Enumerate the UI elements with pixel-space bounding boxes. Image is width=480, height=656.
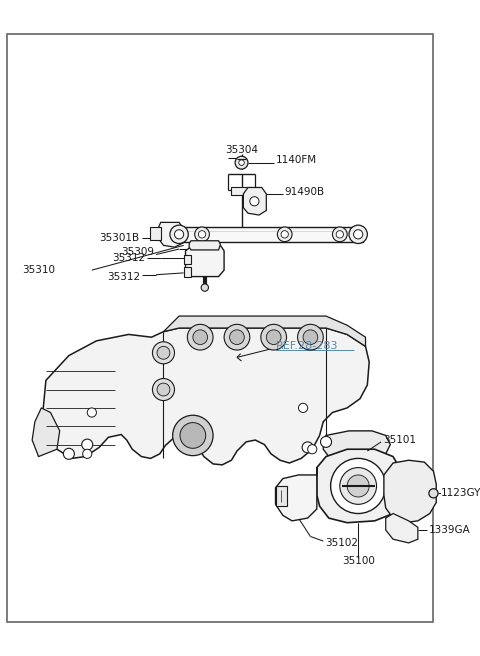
Circle shape [157,346,170,359]
Bar [170,227,363,241]
Circle shape [266,330,281,344]
Circle shape [250,197,259,206]
Circle shape [303,330,318,344]
Circle shape [153,342,175,364]
Circle shape [82,439,93,450]
Circle shape [187,324,213,350]
Circle shape [321,436,332,447]
Circle shape [261,324,287,350]
Circle shape [170,225,188,243]
Polygon shape [164,316,365,346]
Circle shape [224,324,250,350]
Circle shape [83,449,92,459]
Circle shape [229,330,244,344]
Text: 35304: 35304 [225,146,258,155]
Polygon shape [317,449,399,523]
Circle shape [308,445,317,454]
Text: 35310: 35310 [22,265,55,275]
Circle shape [180,422,206,448]
Circle shape [235,156,248,169]
Polygon shape [323,431,390,459]
Bar [184,268,191,277]
Polygon shape [384,461,436,523]
Circle shape [193,330,207,344]
Circle shape [63,448,74,459]
Circle shape [173,415,213,456]
Polygon shape [32,408,60,457]
Circle shape [201,284,208,291]
Text: 35312: 35312 [112,253,145,263]
Text: 35102: 35102 [325,538,358,548]
Polygon shape [185,245,224,277]
Circle shape [333,227,347,241]
Circle shape [349,225,367,243]
Polygon shape [38,328,369,465]
Polygon shape [189,241,220,250]
Bar [184,255,191,264]
Text: 1140FM: 1140FM [276,155,317,165]
Circle shape [302,442,313,453]
Polygon shape [243,188,266,215]
Circle shape [354,230,363,239]
Text: REF.28-283: REF.28-283 [276,341,338,352]
Circle shape [331,459,386,514]
Circle shape [198,231,206,238]
Bar [150,227,161,240]
Bar [231,188,252,195]
Text: 35309: 35309 [121,247,154,256]
Circle shape [281,231,288,238]
Polygon shape [386,514,418,543]
Circle shape [429,489,438,498]
Circle shape [340,468,376,504]
Text: 1123GY: 1123GY [441,488,480,499]
Text: 35100: 35100 [342,556,374,566]
Text: 35301B: 35301B [99,233,140,243]
Text: 35101: 35101 [383,435,416,445]
Circle shape [175,230,184,239]
Text: 1339GA: 1339GA [429,525,470,535]
Circle shape [195,227,209,241]
Circle shape [298,324,323,350]
Polygon shape [276,468,317,521]
Circle shape [157,383,170,396]
Text: 35312: 35312 [108,272,141,281]
Circle shape [87,408,96,417]
Circle shape [239,160,244,165]
Circle shape [336,231,344,238]
Circle shape [299,403,308,413]
Polygon shape [158,222,184,247]
Circle shape [277,227,292,241]
Bar [276,486,287,506]
Circle shape [347,475,369,497]
Circle shape [153,379,175,401]
Text: 91490B: 91490B [285,187,325,197]
